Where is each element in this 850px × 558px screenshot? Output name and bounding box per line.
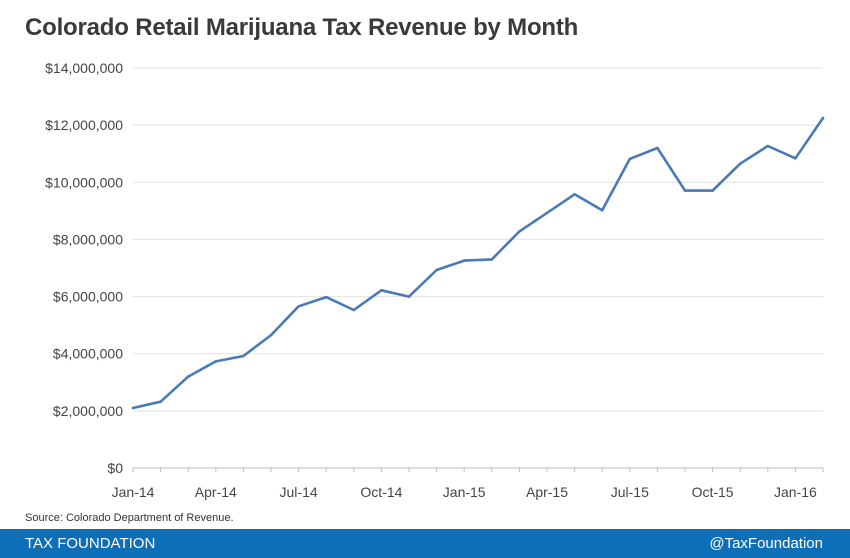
- data-point: [546, 212, 549, 215]
- social-handle[interactable]: @TaxFoundation: [709, 535, 823, 552]
- data-point: [573, 193, 576, 196]
- x-tick-label: Jan-15: [443, 484, 486, 500]
- data-point: [601, 209, 604, 212]
- line-chart: $0 $2,000,000 $4,000,000 $6,000,000 $8,000,0…: [0, 0, 850, 510]
- x-tick-label: Jan-16: [774, 484, 817, 500]
- data-point: [215, 360, 218, 363]
- data-point: [353, 309, 356, 312]
- y-tick-label: $2,000,000: [53, 403, 123, 419]
- data-point: [463, 259, 466, 262]
- data-point: [518, 230, 521, 233]
- data-point: [408, 295, 411, 298]
- series-line: [133, 118, 823, 408]
- data-point: [822, 117, 825, 120]
- brand-name: TAX FOUNDATION: [25, 535, 155, 552]
- data-point: [270, 334, 273, 337]
- x-tick-label: Jul-15: [611, 484, 649, 500]
- x-tick-label: Jan-14: [112, 484, 155, 500]
- data-point: [242, 355, 245, 358]
- source-note: Source: Colorado Department of Revenue.: [25, 512, 234, 524]
- data-point: [711, 189, 714, 192]
- data-point: [187, 375, 190, 378]
- data-point: [380, 289, 383, 292]
- data-point: [684, 189, 687, 192]
- data-point: [435, 269, 438, 272]
- y-tick-label: $6,000,000: [53, 289, 123, 305]
- data-point: [739, 162, 742, 165]
- y-tick-label: $12,000,000: [45, 117, 123, 133]
- data-point: [159, 400, 162, 403]
- x-tick-label: Oct-14: [360, 484, 402, 500]
- x-tick-label: Apr-14: [195, 484, 237, 500]
- data-point: [491, 258, 494, 261]
- data-point: [297, 305, 300, 308]
- x-tick-label: Apr-15: [526, 484, 568, 500]
- data-point: [656, 147, 659, 150]
- y-tick-label: $8,000,000: [53, 231, 123, 247]
- x-tick-label: Jul-14: [280, 484, 318, 500]
- y-tick-label: $4,000,000: [53, 346, 123, 362]
- data-point: [629, 158, 632, 161]
- data-point: [325, 296, 328, 299]
- y-tick-label: $10,000,000: [45, 174, 123, 190]
- data-point: [794, 157, 797, 160]
- footer-bar: TAX FOUNDATION @TaxFoundation: [0, 529, 850, 558]
- x-tick-label: Oct-15: [692, 484, 734, 500]
- y-tick-label: $14,000,000: [45, 60, 123, 76]
- data-point: [132, 407, 135, 410]
- y-tick-label: $0: [107, 460, 123, 476]
- data-point: [767, 145, 770, 148]
